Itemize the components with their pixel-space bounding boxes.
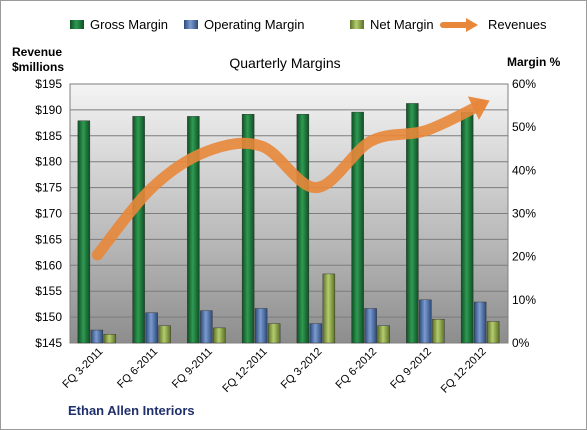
right-tick-label: 40% bbox=[512, 163, 536, 177]
operating-margin-bar bbox=[90, 329, 104, 344]
net-margin-bar bbox=[432, 319, 445, 344]
left-tick-label: $150 bbox=[35, 310, 62, 324]
left-axis-label-line1: Revenue bbox=[12, 45, 62, 59]
operating-margin-bar bbox=[309, 323, 323, 344]
revenue-line bbox=[91, 96, 490, 261]
right-tick-label: 60% bbox=[512, 77, 536, 91]
legend-label-revenues: Revenues bbox=[488, 17, 547, 32]
operating-margin-bar bbox=[473, 301, 487, 344]
left-tick-label: $185 bbox=[35, 129, 62, 143]
left-axis-label-line2: $millions bbox=[12, 60, 64, 74]
gross-margin-bar bbox=[460, 111, 474, 344]
gross-margin-bar bbox=[296, 114, 310, 344]
operating-margin-bar bbox=[254, 308, 268, 344]
net-margin-bar bbox=[213, 327, 226, 344]
left-tick-label: $190 bbox=[35, 103, 62, 117]
legend-label-operating-margin: Operating Margin bbox=[204, 17, 304, 32]
legend-swatch-operating-margin bbox=[184, 20, 198, 29]
left-axis: $145 $150 $155 $160 $165 $170 $175 $180 $185 $190… bbox=[35, 77, 62, 350]
operating-margin-bar bbox=[419, 299, 432, 344]
left-tick-label: $160 bbox=[35, 258, 62, 272]
left-tick-label: $170 bbox=[35, 207, 62, 221]
chart-title: Quarterly Margins bbox=[229, 55, 340, 71]
net-margin-bar bbox=[267, 323, 281, 344]
left-tick-label: $195 bbox=[35, 77, 62, 91]
left-tick-label: $180 bbox=[35, 155, 62, 169]
gross-margin-bar bbox=[77, 120, 91, 344]
left-tick-label: $165 bbox=[35, 232, 62, 246]
left-tick-label: $145 bbox=[35, 336, 62, 350]
gross-margin-bar bbox=[406, 103, 419, 344]
revenue-line-path bbox=[91, 99, 487, 261]
right-tick-label: 20% bbox=[512, 250, 536, 264]
net-margin-bar bbox=[158, 325, 171, 344]
bars bbox=[77, 103, 500, 344]
right-axis: 0% 10% 20% 30% 40% 50% 60% bbox=[512, 77, 536, 350]
gross-margin-bar bbox=[241, 114, 255, 344]
revenue-arrowhead bbox=[467, 96, 490, 120]
right-tick-label: 50% bbox=[512, 120, 536, 134]
footer-label: Ethan Allen Interiors bbox=[68, 403, 195, 418]
right-tick-label: 0% bbox=[512, 336, 530, 350]
right-axis-label: Margin % bbox=[507, 55, 561, 69]
gross-margin-bar bbox=[187, 116, 200, 344]
net-margin-bar bbox=[322, 273, 336, 344]
gross-margin-bar bbox=[351, 111, 364, 344]
right-tick-label: 30% bbox=[512, 207, 536, 221]
net-margin-bar bbox=[103, 334, 117, 344]
operating-margin-bar bbox=[200, 310, 213, 344]
operating-margin-bar bbox=[145, 312, 158, 344]
legend-arrowhead-revenues bbox=[466, 18, 478, 32]
right-tick-label: 10% bbox=[512, 293, 536, 307]
legend-label-gross-margin: Gross Margin bbox=[90, 17, 168, 32]
net-margin-bar bbox=[377, 325, 390, 344]
left-tick-label: $175 bbox=[35, 181, 62, 195]
operating-margin-bar bbox=[364, 308, 377, 344]
legend-label-net-margin: Net Margin bbox=[370, 17, 434, 32]
gross-margin-bar bbox=[132, 116, 145, 344]
net-margin-bar bbox=[486, 321, 500, 344]
legend: Gross Margin Operating Margin Net Margin… bbox=[70, 17, 547, 32]
left-tick-label: $155 bbox=[35, 284, 62, 298]
legend-swatch-gross-margin bbox=[70, 20, 84, 29]
legend-swatch-net-margin bbox=[350, 20, 364, 29]
